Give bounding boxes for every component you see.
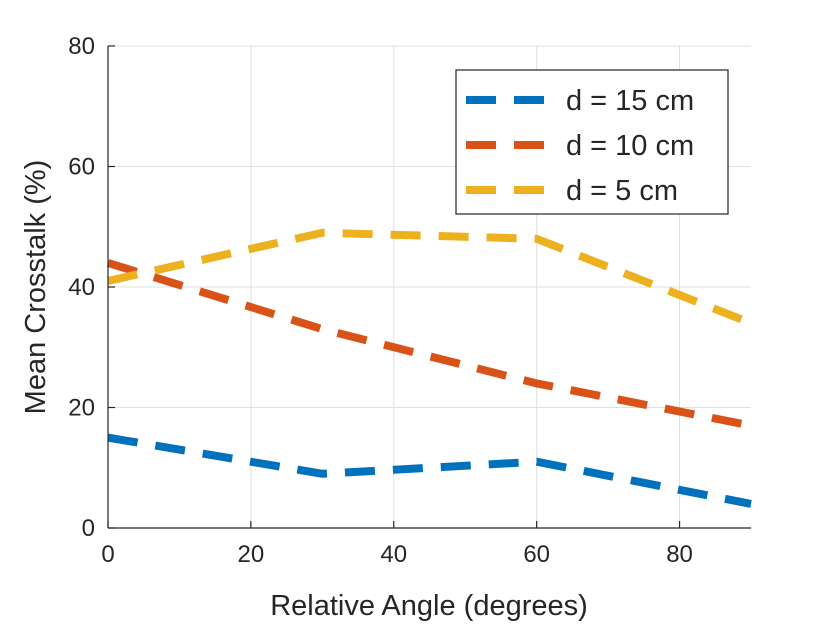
series-line-1	[107, 433, 752, 508]
x-tick-label: 40	[380, 541, 407, 568]
legend-box	[455, 69, 729, 215]
y-tick-label: 80	[68, 33, 95, 60]
series-lines	[106, 228, 753, 508]
y-tick-label: 0	[82, 515, 95, 542]
legend-label: d = 10 cm	[566, 130, 694, 162]
x-tick-label: 0	[101, 541, 114, 568]
x-tick-label: 60	[523, 541, 550, 568]
axes	[107, 45, 751, 529]
y-tick-label: 60	[68, 154, 95, 181]
y-tick-label: 20	[68, 395, 95, 422]
y-axis-label: Mean Crosstalk (%)	[20, 160, 52, 415]
legend-label: d = 15 cm	[566, 85, 694, 117]
x-tick-label: 20	[238, 541, 265, 568]
x-axis-label: Relative Angle (degrees)	[270, 590, 588, 622]
tick-labels: 0 20 40 60 80 0 20 40 60 80	[68, 33, 693, 568]
y-tick-label: 40	[68, 274, 95, 301]
legend: d = 15 cm d = 10 cm d = 5 cm	[455, 69, 729, 215]
legend-label: d = 5 cm	[566, 175, 678, 207]
x-tick-label: 80	[666, 541, 693, 568]
series-line-2	[106, 259, 752, 430]
series-line-3	[107, 228, 753, 327]
